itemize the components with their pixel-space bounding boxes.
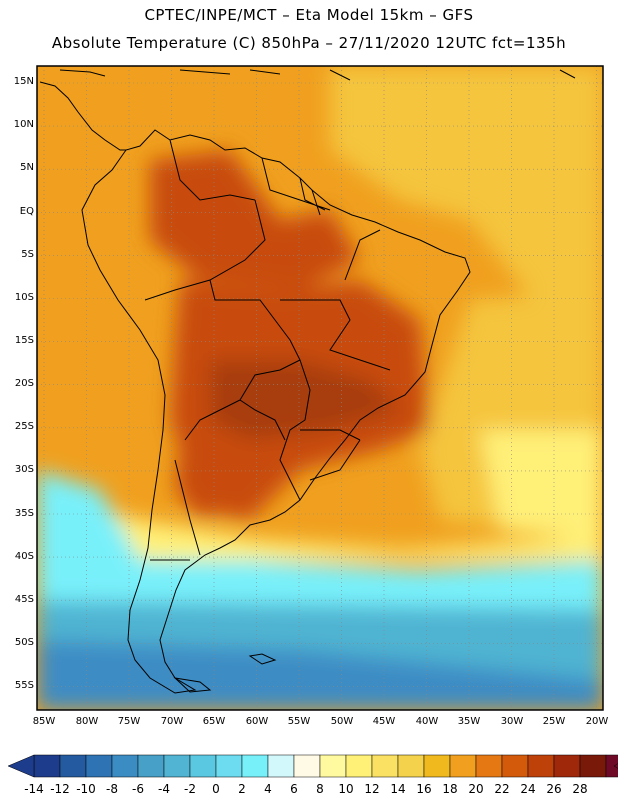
- lon-label: 30W: [500, 716, 524, 727]
- colorbar-label: -4: [158, 782, 170, 796]
- lon-label: 60W: [245, 716, 269, 727]
- lat-label: 50S: [14, 637, 34, 648]
- colorbar-label: 2: [238, 782, 246, 796]
- colorbar-swatch: [423, 754, 451, 778]
- colorbar-swatch: [449, 754, 477, 778]
- lat-label: 20S: [14, 378, 34, 389]
- colorbar-swatch: [605, 754, 618, 778]
- colorbar-label: 18: [442, 782, 458, 796]
- lat-label: EQ: [19, 206, 34, 217]
- lon-label: 80W: [75, 716, 99, 727]
- colorbar-swatch: [241, 754, 269, 778]
- hot-area-chaco: [175, 440, 240, 520]
- south-america-coastline: [81, 129, 471, 694]
- lat-label: 45S: [14, 594, 34, 605]
- cool-area-atlantic: [480, 430, 603, 540]
- lat-label: 35S: [14, 508, 34, 519]
- lat-label: 15S: [14, 335, 34, 346]
- central-america-coastline: [39, 81, 126, 151]
- colorbar: [7, 754, 618, 778]
- colorbar-swatch: [553, 754, 581, 778]
- colorbar-swatch: [163, 754, 191, 778]
- colorbar-swatch: [85, 754, 113, 778]
- colorbar-swatch: [345, 754, 373, 778]
- map-title-line1: CPTEC/INPE/MCT – Eta Model 15km – GFS: [144, 6, 474, 24]
- colorbar-swatch: [527, 754, 555, 778]
- colorbar-swatch: [59, 754, 87, 778]
- very-hot-core: [210, 360, 400, 440]
- cold-band: [37, 470, 603, 620]
- colorbar-label: 10: [338, 782, 354, 796]
- cool-band: [37, 490, 603, 560]
- lon-label: 55W: [287, 716, 311, 727]
- colorbar-label: 12: [364, 782, 380, 796]
- country-borders: [144, 139, 391, 561]
- lon-label: 75W: [117, 716, 141, 727]
- lon-label: 40W: [415, 716, 439, 727]
- colorbar-swatch: [293, 754, 321, 778]
- lat-label: 10S: [14, 292, 34, 303]
- colorbar-swatch: [111, 754, 139, 778]
- lat-label: 55S: [14, 680, 34, 691]
- colorbar-swatch: [215, 754, 243, 778]
- colorbar-label: -12: [50, 782, 70, 796]
- lat-label: 5N: [20, 162, 34, 173]
- colorbar-swatch: [137, 754, 165, 778]
- colorbar-swatch: [397, 754, 425, 778]
- falkland-islands: [248, 653, 277, 665]
- colorbar-label: 14: [390, 782, 406, 796]
- colorbar-label: 4: [264, 782, 272, 796]
- colorbar-swatch: [371, 754, 399, 778]
- lon-label: 65W: [202, 716, 226, 727]
- colorbar-label: -8: [106, 782, 118, 796]
- colorbar-swatch: [267, 754, 295, 778]
- colorbar-label: -10: [76, 782, 96, 796]
- colorbar-swatch: [189, 754, 217, 778]
- lon-label: 20W: [585, 716, 609, 727]
- lon-label: 35W: [457, 716, 481, 727]
- colorbar-min-arrow: [7, 754, 35, 778]
- colorbar-swatch: [501, 754, 529, 778]
- colorbar-swatch: [33, 754, 61, 778]
- colorbar-label: 6: [290, 782, 298, 796]
- lat-label: 40S: [14, 551, 34, 562]
- lat-label: 25S: [14, 421, 34, 432]
- lon-label: 70W: [160, 716, 184, 727]
- colorbar-label: -14: [24, 782, 44, 796]
- tierra-del-fuego: [173, 677, 212, 693]
- colorbar-label: 20: [468, 782, 484, 796]
- caribbean-islands: [59, 69, 576, 81]
- colorbar-swatch: [579, 754, 607, 778]
- colorbar-label: 16: [416, 782, 432, 796]
- lat-label: 10N: [13, 119, 34, 130]
- lat-label: 30S: [14, 464, 34, 475]
- mild-area-atlantic-north: [330, 66, 603, 330]
- colorbar-max-arrow: [613, 763, 618, 769]
- lat-label: 5S: [21, 249, 34, 260]
- colorbar-label: -2: [184, 782, 196, 796]
- lon-label: 45W: [372, 716, 396, 727]
- lon-label: 50W: [330, 716, 354, 727]
- map-frame: [36, 65, 604, 711]
- colorbar-label: 8: [316, 782, 324, 796]
- colorbar-label: -6: [132, 782, 144, 796]
- colorbar-label: 0: [212, 782, 220, 796]
- coastlines-and-borders: [39, 69, 576, 694]
- colorbar-label: 22: [494, 782, 510, 796]
- colorbar-label: 28: [572, 782, 588, 796]
- colorbar-label: 26: [546, 782, 562, 796]
- colorbar-label: 24: [520, 782, 536, 796]
- colorbar-swatch: [475, 754, 503, 778]
- hot-area-north: [150, 150, 360, 290]
- colorbar-swatch: [319, 754, 347, 778]
- map-title-line2: Absolute Temperature (C) 850hPa – 27/11/…: [51, 34, 567, 52]
- lat-label: 15N: [13, 76, 34, 87]
- lon-label: 25W: [542, 716, 566, 727]
- lon-label: 85W: [32, 716, 56, 727]
- graticule: [37, 66, 603, 710]
- temperature-field: [37, 66, 603, 710]
